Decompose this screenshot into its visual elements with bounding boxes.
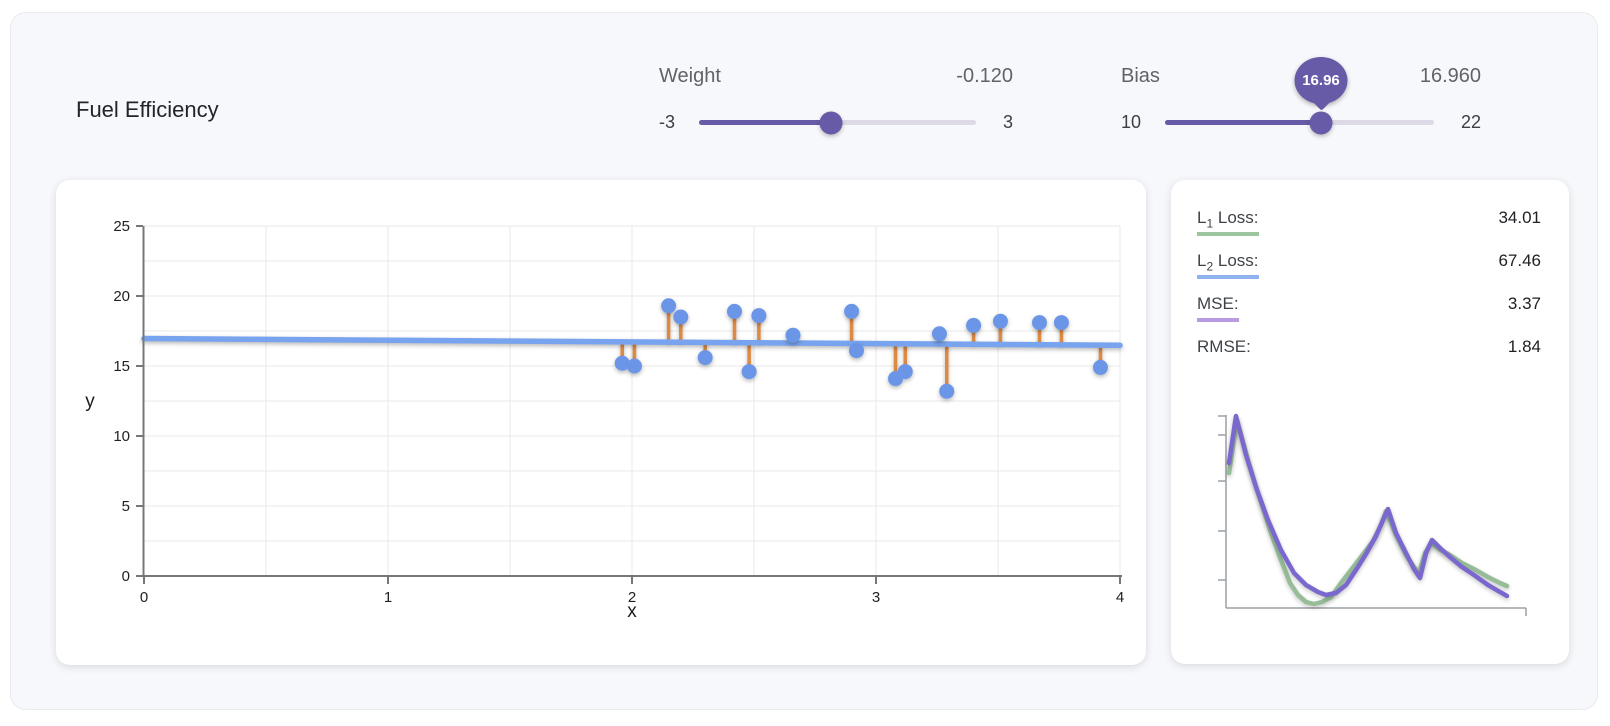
weight-slider-label: Weight	[659, 65, 721, 87]
metric-label: L1 Loss:	[1197, 208, 1259, 237]
weight-slider-fill	[699, 120, 831, 125]
bias-slider-label: Bias	[1121, 65, 1160, 87]
bias-slider-thumb[interactable]	[1309, 111, 1333, 134]
weight-slider-max-label: 3	[1002, 112, 1013, 132]
svg-text:5: 5	[122, 498, 130, 515]
bias-slider-group: Bias 16.960 10 16.96 22	[1121, 57, 1481, 134]
svg-text:y: y	[85, 391, 95, 412]
bias-tooltip-text: 16.96	[1302, 72, 1340, 89]
weight-slider-min-label: -3	[659, 112, 676, 132]
svg-text:0: 0	[140, 589, 148, 606]
svg-text:x: x	[627, 601, 637, 622]
svg-text:0: 0	[122, 568, 130, 585]
metric-value: 1.84	[1507, 337, 1541, 356]
loss-metrics-card: L1 Loss: 34.01 L2 Loss: 67.46 MSE: 3.37 …	[1171, 180, 1569, 664]
app-container: Fuel Efficiency Weight -0.120 -3 3 Bias …	[10, 12, 1598, 710]
weight-slider-thumb[interactable]	[819, 111, 843, 134]
svg-text:2: 2	[628, 589, 636, 606]
loss-history-chart	[1218, 413, 1527, 616]
metrics-list: L1 Loss: 34.01 L2 Loss: 67.46 MSE: 3.37 …	[1171, 208, 1569, 380]
metric-value: 3.37	[1507, 294, 1541, 313]
svg-text:1: 1	[384, 589, 392, 606]
svg-text:3: 3	[872, 589, 880, 606]
bias-slider-track[interactable]: 16.96	[1165, 57, 1434, 134]
weight-slider-track[interactable]	[699, 111, 976, 134]
page-title: Fuel Efficiency	[76, 97, 219, 122]
svg-text:25: 25	[113, 218, 130, 235]
svg-text:10: 10	[113, 428, 130, 445]
bias-slider-value: 16.960	[1419, 65, 1481, 87]
svg-text:4: 4	[1116, 589, 1124, 606]
bias-slider-value-tooltip: 16.96	[1294, 57, 1348, 104]
metric-value: 67.46	[1498, 251, 1541, 270]
metric-row: RMSE: 1.84	[1197, 337, 1541, 361]
regression-scatter-chart: 0 1 2 3 4 0 5 10 15 20 25 x y	[85, 218, 1124, 622]
metric-value: 34.01	[1498, 208, 1541, 227]
weight-slider-value: -0.120	[956, 65, 1013, 87]
metric-label: RMSE:	[1197, 337, 1251, 356]
bias-slider-min-label: 10	[1121, 112, 1142, 132]
metric-row: L2 Loss: 67.46	[1197, 251, 1541, 280]
weight-slider-group: Weight -0.120 -3 3	[659, 65, 1013, 134]
metric-label: MSE:	[1197, 294, 1239, 323]
svg-text:20: 20	[113, 288, 130, 305]
metric-row: L1 Loss: 34.01	[1197, 208, 1541, 237]
bias-slider-fill	[1165, 120, 1321, 125]
metric-label: L2 Loss:	[1197, 251, 1259, 280]
metric-row: MSE: 3.37	[1197, 294, 1541, 323]
svg-text:15: 15	[113, 358, 130, 375]
scatter-chart-card: 0 1 2 3 4 0 5 10 15 20 25 x y	[56, 180, 1146, 665]
bias-slider-max-label: 22	[1460, 112, 1481, 132]
